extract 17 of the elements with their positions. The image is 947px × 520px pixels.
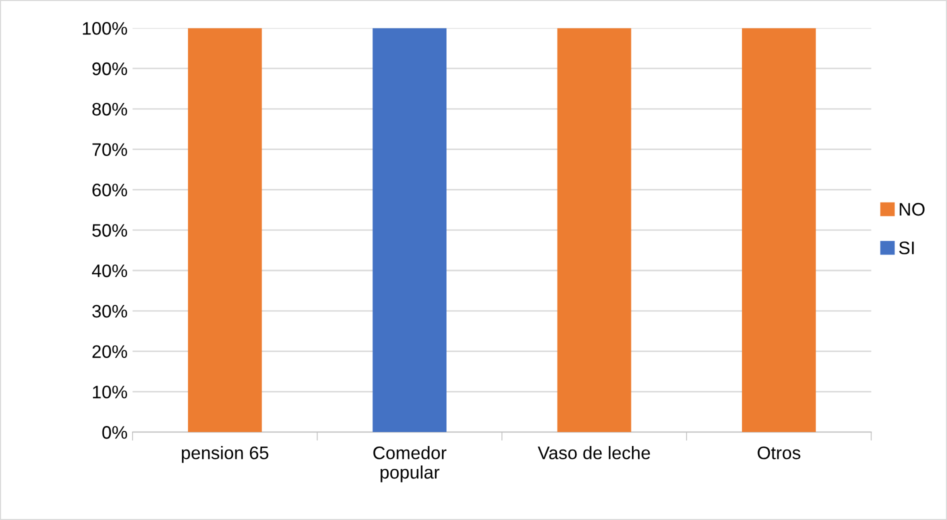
y-tick-label: 40%: [92, 264, 128, 278]
legend-label: NO: [900, 202, 925, 216]
x-tick-label: Comedor popular: [373, 446, 446, 482]
y-tick-label: 30%: [92, 304, 128, 318]
y-tick-label: 50%: [92, 224, 128, 237]
y-tick-label: 90%: [92, 62, 128, 76]
y-tick-label: 100%: [82, 22, 128, 35]
legend-label: SI: [899, 242, 914, 254]
y-tick-label: 80%: [92, 102, 128, 116]
y-tick-label: 60%: [92, 184, 128, 196]
x-tick-label: Otros: [758, 446, 800, 460]
y-tick-label: 70%: [92, 143, 128, 156]
x-tick-label: pension 65: [182, 446, 268, 463]
x-tick-label: Vaso de leche: [538, 446, 650, 460]
y-tick-label: 20%: [92, 345, 128, 358]
y-tick-label: 10%: [92, 386, 128, 398]
y-tick-label: 0%: [102, 426, 128, 439]
